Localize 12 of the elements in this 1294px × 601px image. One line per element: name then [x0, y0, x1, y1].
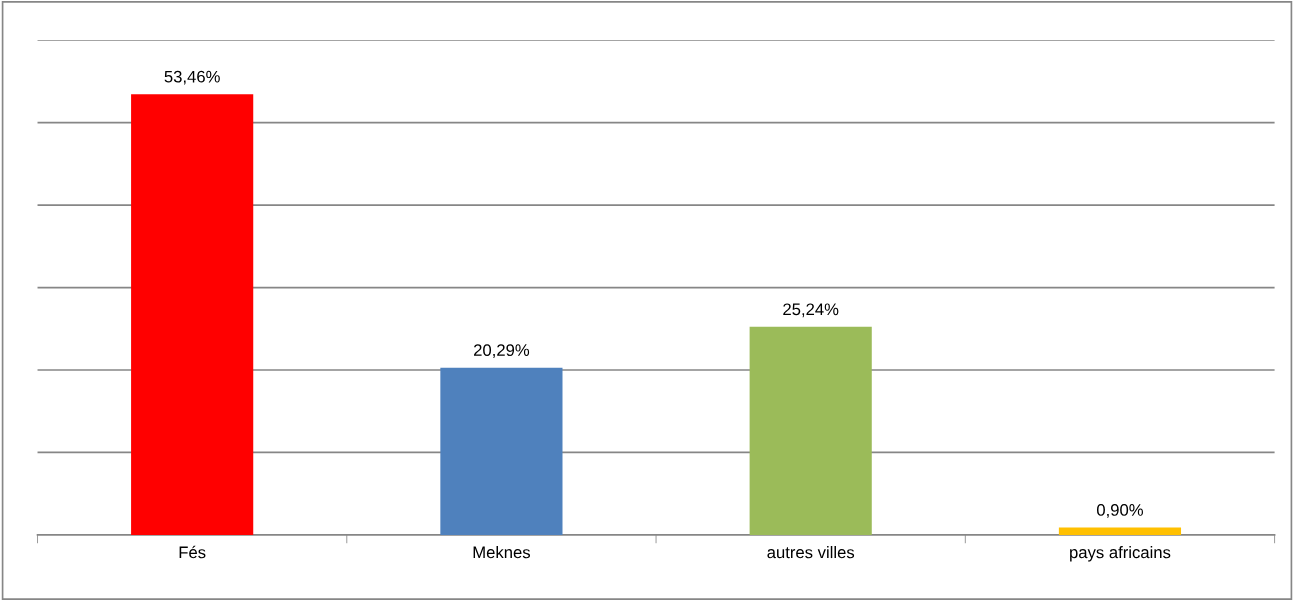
x-tick-label: Fés — [179, 545, 206, 559]
x-tick-label: pays africains — [1070, 546, 1171, 562]
data-label: 0,90% — [1096, 504, 1143, 518]
x-tick-label: autres villes — [767, 546, 855, 559]
bar — [440, 367, 563, 535]
bar — [131, 94, 254, 535]
x-tick-label: Meknes — [473, 546, 530, 559]
bar — [749, 326, 872, 535]
data-label: 53,46% — [164, 70, 220, 85]
bar — [1058, 527, 1182, 535]
data-label: 25,24% — [783, 303, 839, 318]
data-label: 20,29% — [474, 344, 530, 358]
